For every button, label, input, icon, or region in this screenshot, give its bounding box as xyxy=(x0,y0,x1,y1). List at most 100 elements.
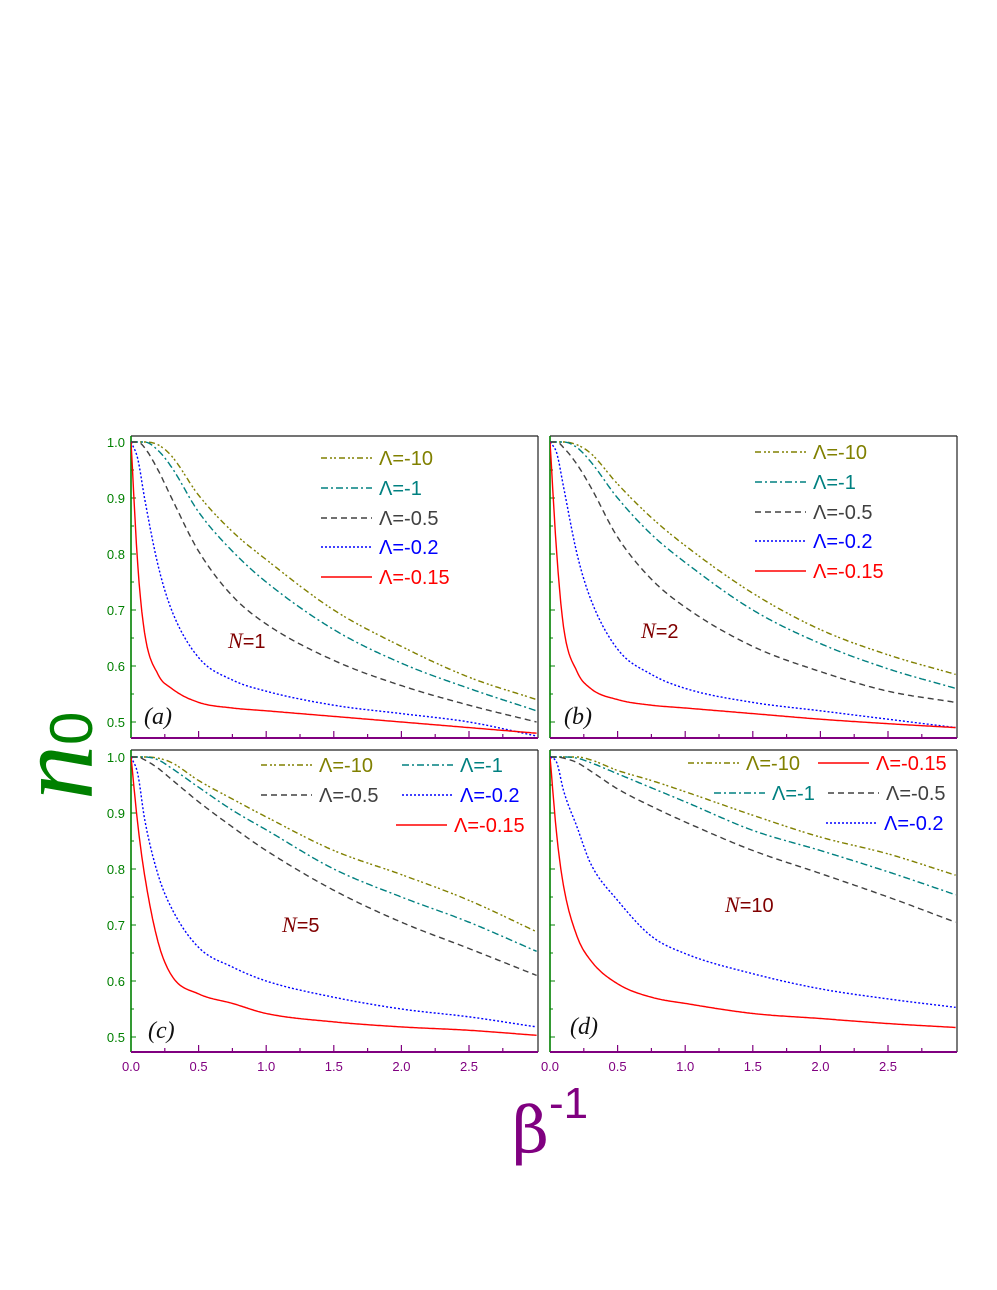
series-group xyxy=(550,756,956,1029)
y-tick-label: 0.5 xyxy=(107,715,125,730)
legend-item: Λ=-0.2 xyxy=(755,531,873,553)
legend-item: Λ=-10 xyxy=(755,442,867,464)
y-axis-label: n0 xyxy=(0,712,116,800)
y-tick-label: 0.9 xyxy=(107,491,125,506)
y-tick-label: 1.0 xyxy=(107,750,125,765)
legend-label: Λ=-10 xyxy=(319,755,373,777)
legend-item: Λ=-0.2 xyxy=(321,537,439,559)
n-annotation: N=2 xyxy=(640,618,679,643)
x-tick-label: 0.0 xyxy=(122,1059,140,1074)
legend-item: Λ=-0.2 xyxy=(402,785,520,807)
legend-label: Λ=-0.5 xyxy=(886,783,946,805)
x-tick-label: 1.0 xyxy=(676,1059,694,1074)
panel-label: (a) xyxy=(144,704,172,730)
legend-label: Λ=-0.15 xyxy=(454,815,525,837)
y-tick-label: 0.6 xyxy=(107,974,125,989)
legend-label: Λ=-1 xyxy=(813,472,856,494)
n-annotation-var: N xyxy=(724,892,741,917)
legend-label: Λ=-1 xyxy=(379,478,422,500)
legend-label: Λ=-0.2 xyxy=(379,537,439,559)
series-group xyxy=(131,756,537,1036)
legend-item: Λ=-1 xyxy=(402,755,503,777)
n-annotation-val: =5 xyxy=(297,915,320,937)
y-tick-label: 0.8 xyxy=(107,547,125,562)
legend-item: Λ=-1 xyxy=(755,472,856,494)
legend-label: Λ=-0.5 xyxy=(379,508,439,530)
n-annotation-var: N xyxy=(227,628,244,653)
y-tick-label: 0.7 xyxy=(107,918,125,933)
y-tick-label: 0.5 xyxy=(107,1030,125,1045)
y-tick-label: 0.7 xyxy=(107,603,125,618)
legend-item: Λ=-0.5 xyxy=(261,785,379,807)
legend-label: Λ=-0.5 xyxy=(813,502,873,524)
panel-label: (b) xyxy=(564,704,592,730)
series-line-Λ=-0.5 xyxy=(131,756,537,977)
x-tick-label: 2.0 xyxy=(811,1059,829,1074)
legend-item: Λ=-0.15 xyxy=(321,567,450,589)
legend-item: Λ=-1 xyxy=(714,783,815,805)
series-line-Λ=-1 xyxy=(131,441,537,712)
legend-label: Λ=-10 xyxy=(813,442,867,464)
legend-label: Λ=-1 xyxy=(460,755,503,777)
legend-label: Λ=-0.5 xyxy=(319,785,379,807)
legend-label: Λ=-0.15 xyxy=(876,753,947,775)
n-annotation: N=5 xyxy=(281,912,320,937)
series-line-Λ=-0.5 xyxy=(550,756,956,923)
series-line-Λ=-0.2 xyxy=(131,756,537,1028)
y-tick-label: 0.6 xyxy=(107,659,125,674)
legend-item: Λ=-1 xyxy=(321,478,422,500)
n-annotation: N=10 xyxy=(724,892,774,917)
x-tick-label: 2.5 xyxy=(879,1059,897,1074)
series-line-Λ=-10 xyxy=(550,756,956,876)
x-axis-label: β-1 xyxy=(512,1079,588,1168)
series-line-Λ=-0.2 xyxy=(131,441,537,737)
legend-label: Λ=-10 xyxy=(379,448,433,470)
series-line-Λ=-0.2 xyxy=(550,756,956,1008)
legend-label: Λ=-0.2 xyxy=(884,813,944,835)
n-annotation-var: N xyxy=(640,618,657,643)
series-line-Λ=-0.15 xyxy=(550,441,956,729)
legend-item: Λ=-0.15 xyxy=(396,815,525,837)
y-tick-label: 0.8 xyxy=(107,862,125,877)
legend-item: Λ=-0.5 xyxy=(321,508,439,530)
legend-item: Λ=-10 xyxy=(688,753,800,775)
n-annotation-var: N xyxy=(281,912,298,937)
series-line-Λ=-0.15 xyxy=(131,441,537,734)
legend-item: Λ=-0.15 xyxy=(755,561,884,583)
y-tick-label: 0.9 xyxy=(107,806,125,821)
series-line-Λ=-10 xyxy=(131,441,537,701)
series-line-Λ=-1 xyxy=(550,756,956,896)
n-annotation-val: =2 xyxy=(656,621,679,643)
n-annotation-val: =1 xyxy=(243,631,266,653)
panel-a: 0.5 0.6 0.7 0.8 0.9 1.0 Λ=-10 Λ=-1 Λ=-0.5 Λ=-0.2 Λ… xyxy=(107,435,539,739)
legend-label: Λ=-0.2 xyxy=(813,531,873,553)
x-tick-label: 0.0 xyxy=(541,1059,559,1074)
series-line-Λ=-0.5 xyxy=(550,441,956,704)
x-tick-label: 0.5 xyxy=(609,1059,627,1074)
panel-d: 0.0 0.5 1.0 1.5 2.0 2.5 Λ=-10 Λ=-0.15 Λ=-1 Λ=-0.5… xyxy=(541,749,958,1074)
x-axis-label-sup: -1 xyxy=(549,1079,588,1128)
n-annotation: N=1 xyxy=(227,628,266,653)
legend-label: Λ=-1 xyxy=(772,783,815,805)
y-tick-label: 1.0 xyxy=(107,435,125,450)
x-tick-label: 2.5 xyxy=(460,1059,478,1074)
panel-c: 0.5 0.6 0.7 0.8 0.9 1.0 0.0 0.5 1.0 1.5 2.0 2.5 Λ=-1… xyxy=(107,749,539,1074)
series-line-Λ=-0.5 xyxy=(131,441,537,723)
panel-label: (c) xyxy=(148,1018,175,1044)
series-line-Λ=-1 xyxy=(550,441,956,690)
series-line-Λ=-0.2 xyxy=(550,441,956,729)
series-group xyxy=(550,441,956,729)
legend-item: Λ=-0.5 xyxy=(828,783,946,805)
legend-item: Λ=-0.15 xyxy=(818,753,947,775)
legend-item: Λ=-10 xyxy=(321,448,433,470)
legend-label: Λ=-10 xyxy=(746,753,800,775)
panel-b: Λ=-10 Λ=-1 Λ=-0.5 Λ=-0.2 Λ=-0.15 N=2 (b) xyxy=(549,435,958,739)
legend-label: Λ=-0.2 xyxy=(460,785,520,807)
x-tick-label: 1.0 xyxy=(257,1059,275,1074)
panel-label: (d) xyxy=(570,1014,598,1040)
series-line-Λ=-10 xyxy=(131,756,537,933)
n-annotation-val: =10 xyxy=(740,895,774,917)
legend-item: Λ=-0.5 xyxy=(755,502,873,524)
